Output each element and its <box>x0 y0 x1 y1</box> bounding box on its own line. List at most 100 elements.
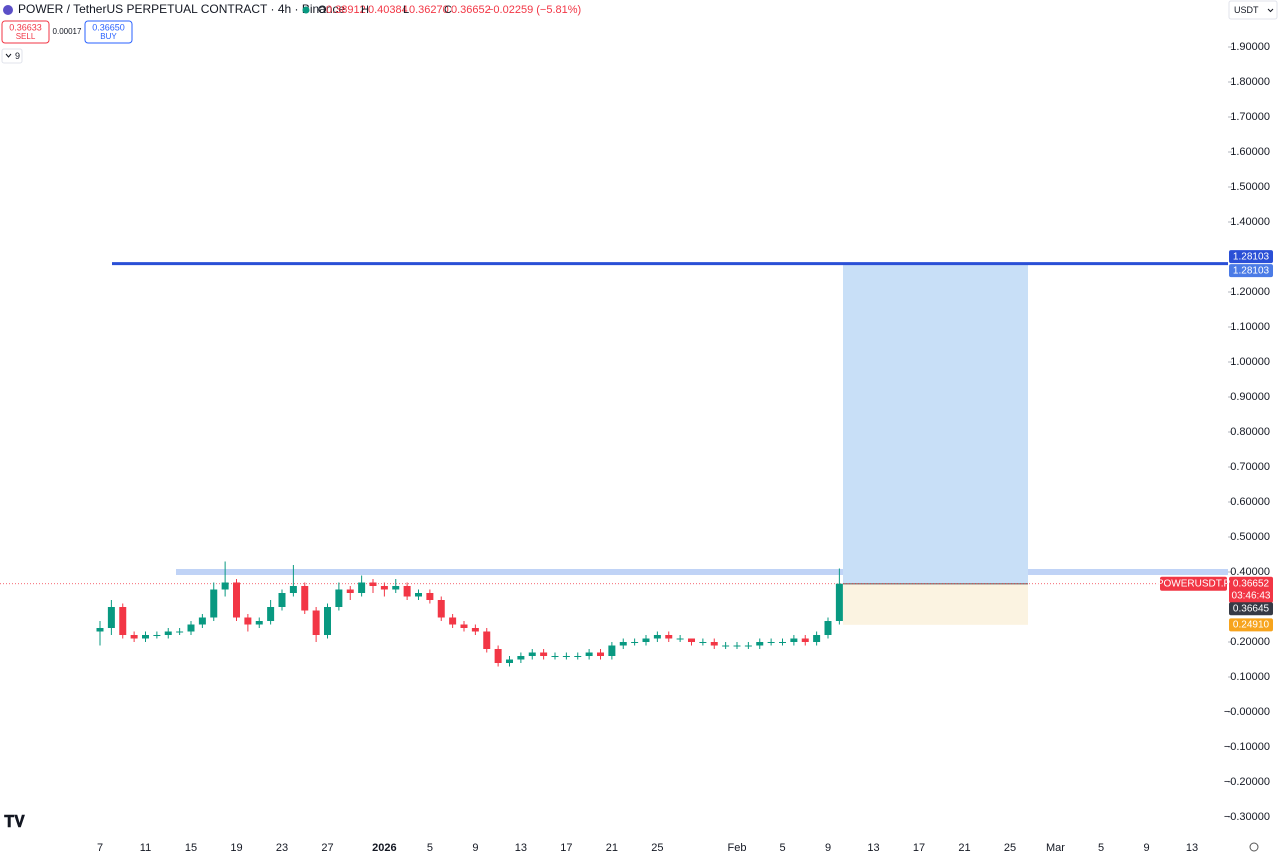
tv-logo: 𝐓𝐕 <box>4 814 25 831</box>
resistance-zone <box>176 569 1228 575</box>
candle-body <box>779 642 786 643</box>
x-tick-label: Feb <box>728 842 747 854</box>
target-zone <box>843 263 1028 584</box>
settings-icon[interactable] <box>1249 842 1259 852</box>
x-tick-label: 25 <box>1004 842 1016 854</box>
buy-button[interactable] <box>84 20 133 44</box>
o-label: O <box>318 4 327 16</box>
sell-button[interactable] <box>1 20 50 44</box>
x-tick-label: 5 <box>1098 842 1104 854</box>
candle-body <box>198 617 206 625</box>
candle-body <box>369 582 377 586</box>
chevron <box>5 53 12 58</box>
y-tick-label: 1.70000 <box>1230 111 1270 123</box>
y-tick-label: −0.00000 <box>1224 706 1270 718</box>
candle-body <box>619 642 627 646</box>
candle-body <box>221 582 229 590</box>
candle-body <box>710 642 718 646</box>
candle-body <box>813 635 821 642</box>
candle-body <box>460 624 468 628</box>
symbol-label: POWERUSDT.P <box>1157 578 1231 589</box>
y-tick-label: 0.90000 <box>1230 391 1270 403</box>
candle-body <box>176 631 184 633</box>
candle-body <box>483 631 491 649</box>
stop-label: 0.24910 <box>1233 619 1270 630</box>
y-tick-label: −0.30000 <box>1224 811 1270 823</box>
entry-label-bg <box>1229 602 1273 616</box>
candle-body <box>801 638 809 642</box>
candle-body <box>278 593 286 607</box>
candle-body <box>267 607 275 621</box>
status-dot <box>302 6 310 14</box>
candle-body <box>824 621 832 635</box>
indicator-toggle[interactable] <box>1 48 23 64</box>
y-tick-label: 0.80000 <box>1230 426 1270 438</box>
candle-body <box>574 656 582 657</box>
y-tick-label: −0.20000 <box>1224 776 1270 788</box>
candle-body <box>210 589 218 618</box>
candle-body <box>255 621 263 625</box>
candle-body <box>597 652 604 656</box>
x-tick-label: 17 <box>913 842 925 854</box>
candle-body <box>551 656 559 657</box>
y-tick-label: 0.60000 <box>1230 496 1270 508</box>
candle-body <box>244 617 252 625</box>
x-tick-label: 11 <box>140 842 151 854</box>
candle-body <box>733 645 741 647</box>
candle-body <box>380 586 388 590</box>
candle-body <box>722 645 730 647</box>
y-tick-label: 1.60000 <box>1230 146 1270 158</box>
l-value: 0.36270 <box>409 4 449 16</box>
currency: USDT <box>1234 5 1259 15</box>
candle-body <box>119 607 127 635</box>
candle-body <box>289 586 297 593</box>
candle-body <box>346 589 354 593</box>
y-tick-label: 1.80000 <box>1230 76 1270 88</box>
x-tick-label: 5 <box>427 842 433 854</box>
candle-body <box>562 656 570 657</box>
y-tick-label: 1.20000 <box>1230 286 1270 298</box>
y-tick-label: 0.70000 <box>1230 461 1270 473</box>
x-tick-label: 13 <box>867 842 879 854</box>
candle-body <box>540 652 548 656</box>
c-value: 0.36652 <box>451 4 491 16</box>
y-tick-label: 0.40000 <box>1230 566 1270 578</box>
candle-body <box>426 593 434 600</box>
indicator-count: 9 <box>15 51 20 61</box>
candle-body <box>96 628 104 632</box>
candle-body <box>642 638 650 642</box>
candle-body <box>506 659 513 663</box>
currency-select[interactable] <box>1228 0 1278 20</box>
symbol-label-bg <box>1160 576 1227 591</box>
stop-zone <box>843 583 1028 625</box>
candle-body <box>767 642 775 643</box>
x-tick-label: 13 <box>1186 842 1198 854</box>
target-label-2-bg <box>1229 264 1273 278</box>
candle-body <box>415 593 422 597</box>
candle-body <box>324 607 331 635</box>
x-tick-label: 13 <box>515 842 527 854</box>
candle-body <box>312 610 320 635</box>
x-tick-label: 15 <box>185 842 197 854</box>
candle-body <box>335 589 343 607</box>
x-tick-label: 5 <box>779 842 785 854</box>
sell-label: SELL <box>16 32 36 41</box>
x-tick-label: 9 <box>472 842 478 854</box>
last-price-label: 0.36652 <box>1233 578 1270 589</box>
last-price-bg <box>1229 576 1273 603</box>
candle-body <box>631 642 639 643</box>
x-tick-label: 23 <box>276 842 288 854</box>
candle-body <box>608 645 616 656</box>
candle-body <box>471 628 479 632</box>
change: −0.02259 (−5.81%) <box>487 4 581 16</box>
x-tick-label: 2026 <box>372 842 396 854</box>
candle-body <box>153 635 161 636</box>
candle-body <box>688 638 695 642</box>
candle-body <box>301 586 309 611</box>
candle-body <box>358 582 366 593</box>
y-tick-label: 1.90000 <box>1230 41 1270 53</box>
x-tick-label: 19 <box>230 842 242 854</box>
candle-body <box>233 582 240 618</box>
candle-body <box>164 631 172 635</box>
